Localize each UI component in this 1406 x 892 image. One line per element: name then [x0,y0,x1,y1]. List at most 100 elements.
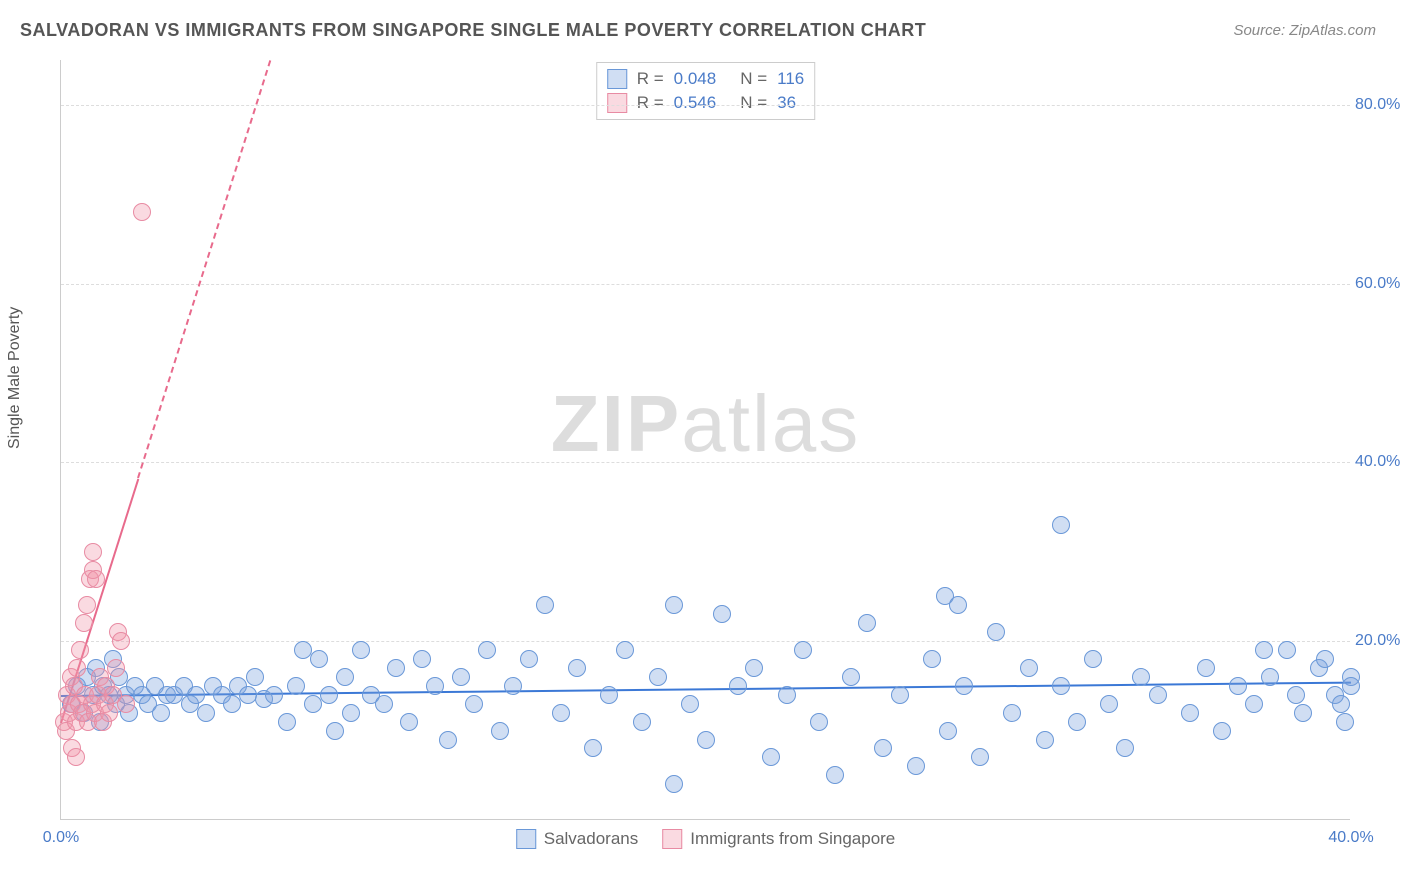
scatter-point [697,731,715,749]
source-attribution: Source: ZipAtlas.com [1233,22,1376,39]
scatter-point [1213,722,1231,740]
scatter-point [810,713,828,731]
gridline [61,641,1350,642]
scatter-point [907,757,925,775]
scatter-point [745,659,763,677]
scatter-point [87,570,105,588]
scatter-point [320,686,338,704]
scatter-point [1287,686,1305,704]
scatter-point [78,596,96,614]
scatter-point [246,668,264,686]
scatter-point [100,704,118,722]
scatter-point [387,659,405,677]
legend-n-label: N = [740,69,767,89]
scatter-point [287,677,305,695]
gridline [61,462,1350,463]
y-tick-label: 60.0% [1355,275,1406,293]
scatter-point [794,641,812,659]
gridline [61,284,1350,285]
scatter-point [478,641,496,659]
scatter-point [616,641,634,659]
scatter-point [112,632,130,650]
scatter-point [1342,677,1360,695]
y-axis-label: Single Male Poverty [6,307,24,449]
scatter-point [1084,650,1102,668]
scatter-point [1052,677,1070,695]
series-legend: Salvadorans Immigrants from Singapore [516,829,896,849]
scatter-point [971,748,989,766]
scatter-point [152,704,170,722]
y-tick-label: 80.0% [1355,96,1406,114]
y-tick-label: 20.0% [1355,632,1406,650]
scatter-point [413,650,431,668]
scatter-point [452,668,470,686]
x-tick-label: 40.0% [1328,829,1373,847]
scatter-point [107,659,125,677]
scatter-point [649,668,667,686]
scatter-point [1278,641,1296,659]
x-tick-label: 0.0% [43,829,79,847]
scatter-point [1052,516,1070,534]
scatter-point [874,739,892,757]
legend-swatch [662,829,682,849]
scatter-point [439,731,457,749]
scatter-point [400,713,418,731]
scatter-point [1181,704,1199,722]
scatter-point [1294,704,1312,722]
scatter-point [1229,677,1247,695]
scatter-point [552,704,570,722]
scatter-point [858,614,876,632]
y-tick-label: 40.0% [1355,453,1406,471]
scatter-point [681,695,699,713]
scatter-point [1245,695,1263,713]
scatter-point [1003,704,1021,722]
scatter-point [1336,713,1354,731]
scatter-point [133,203,151,221]
series-name: Salvadorans [544,829,639,849]
legend-swatch [516,829,536,849]
legend-n-value: 36 [777,93,796,113]
legend-r-value: 0.048 [674,69,717,89]
scatter-point [665,596,683,614]
scatter-point [265,686,283,704]
scatter-point [949,596,967,614]
correlation-legend: R =0.048N =116R =0.546N =36 [596,62,816,120]
scatter-point [536,596,554,614]
scatter-point [278,713,296,731]
scatter-point [1261,668,1279,686]
legend-n-value: 116 [777,69,804,89]
scatter-point [117,695,135,713]
scatter-point [713,605,731,623]
scatter-point [1100,695,1118,713]
scatter-point [987,623,1005,641]
legend-n-label: N = [740,93,767,113]
scatter-point [75,614,93,632]
scatter-point [1255,641,1273,659]
scatter-point [923,650,941,668]
scatter-point [1036,731,1054,749]
watermark: ZIPatlas [551,378,860,470]
scatter-point [426,677,444,695]
scatter-point [342,704,360,722]
scatter-point [665,775,683,793]
scatter-point [842,668,860,686]
scatter-point [939,722,957,740]
scatter-point [600,686,618,704]
scatter-point [729,677,747,695]
scatter-point [68,659,86,677]
scatter-point [1332,695,1350,713]
scatter-point [1197,659,1215,677]
scatter-point [1149,686,1167,704]
scatter-point [1132,668,1150,686]
scatter-point [633,713,651,731]
scatter-point [504,677,522,695]
scatter-point [1116,739,1134,757]
scatter-point [1316,650,1334,668]
scatter-point [1068,713,1086,731]
series-legend-item: Immigrants from Singapore [662,829,895,849]
scatter-point [223,695,241,713]
scatter-point [326,722,344,740]
scatter-point [491,722,509,740]
scatter-point [84,543,102,561]
scatter-point [187,686,205,704]
